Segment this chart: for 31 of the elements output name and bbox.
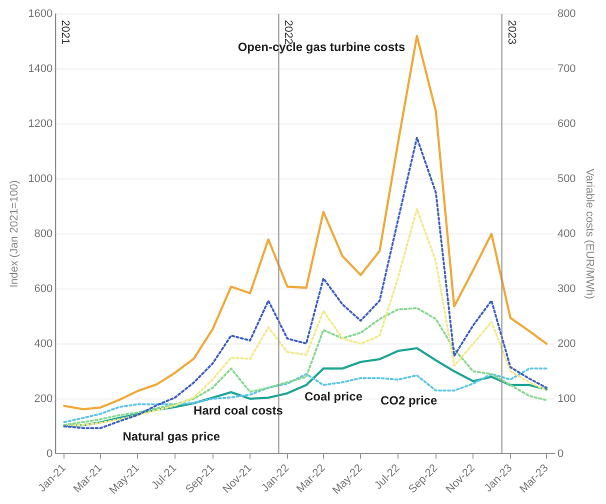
y-tick-label: 800 <box>34 228 53 240</box>
annotation: CO2 price <box>380 393 438 408</box>
ref-line-label: 2022 <box>282 20 294 44</box>
y-tick-label: 200 <box>34 392 53 405</box>
y2-tick-label: 700 <box>557 63 576 75</box>
y2-tick-label: 0 <box>557 448 564 460</box>
y-tick-label: 0 <box>46 448 53 460</box>
annotation: Coal price <box>304 389 363 404</box>
y2-axis-title: Variable costs (EUR/MWh) <box>583 168 596 300</box>
y2-tick-label: 600 <box>557 118 576 130</box>
line-series <box>63 368 548 424</box>
y2-tick-label: 300 <box>557 282 576 295</box>
line-series <box>63 208 548 428</box>
y-axis-title: Index (Jan 2021=100) <box>8 180 21 288</box>
annotation: Hard coal costs <box>194 403 284 418</box>
y-tick-label: 1600 <box>28 8 53 20</box>
line-series <box>63 307 548 426</box>
y-tick-label: 1400 <box>28 63 53 75</box>
y-tick-label: 400 <box>34 338 53 350</box>
y2-tick-label: 200 <box>557 338 576 350</box>
annotation: Natural gas price <box>122 429 220 444</box>
ref-line-label: 2023 <box>505 20 518 44</box>
ref-line-label: 2021 <box>59 20 72 44</box>
y-tick-label: 600 <box>34 282 53 295</box>
y2-tick-label: 500 <box>557 172 576 185</box>
y-tick-label: 1000 <box>28 172 53 185</box>
y-tick-label: 1200 <box>28 118 53 130</box>
y2-tick-label: 400 <box>557 228 576 240</box>
y2-tick-label: 800 <box>557 8 576 20</box>
line-series <box>63 136 548 430</box>
y2-tick-label: 100 <box>557 392 576 405</box>
